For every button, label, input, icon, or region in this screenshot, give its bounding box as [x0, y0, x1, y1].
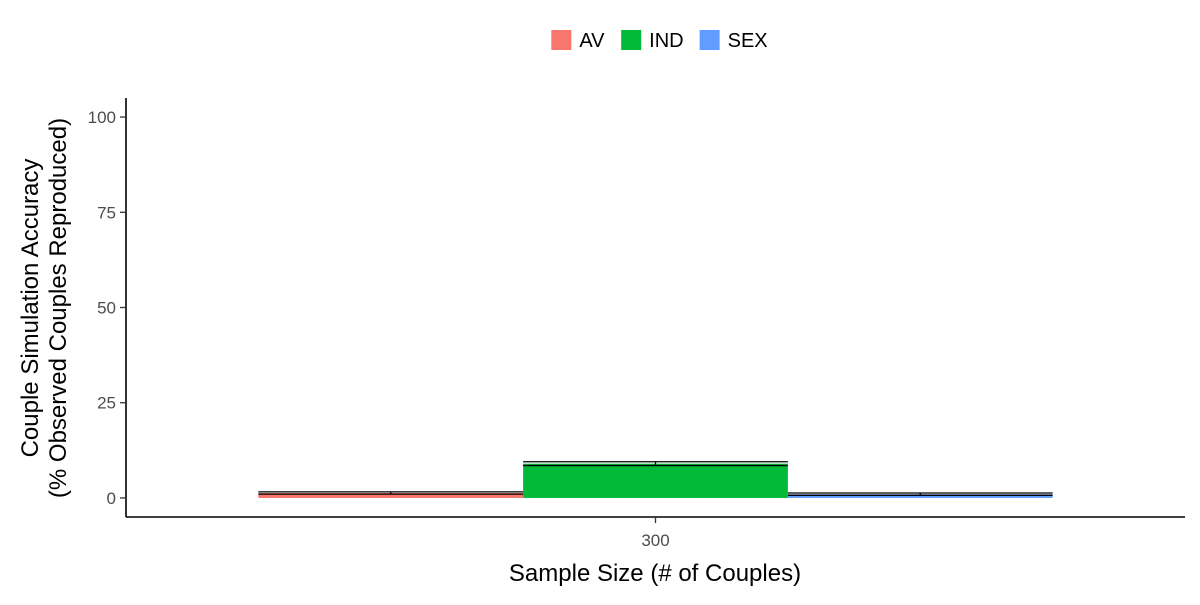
legend-label-sex: SEX: [728, 30, 768, 52]
y-tick-label: 25: [97, 394, 116, 413]
x-tick-label: 300: [641, 531, 669, 550]
legend-key-ind: [621, 30, 642, 50]
errorbars-layer: [258, 461, 1053, 496]
bar-sex: [787, 494, 1053, 498]
y-axis-title-line-1: Couple Simulation Accuracy: [17, 159, 44, 458]
y-axis: 0 25 50 75 100: [88, 98, 127, 517]
bar-ind: [523, 463, 788, 498]
bars-layer: [258, 463, 1053, 498]
x-axis: 300: [126, 516, 1185, 550]
legend-key-av: [551, 30, 572, 50]
y-tick-label: 50: [97, 299, 116, 318]
y-axis-title-line-2: (% Observed Couples Reproduced): [45, 118, 72, 498]
bar-av: [258, 493, 524, 498]
legend-key-sex: [699, 30, 720, 50]
legend-label-ind: IND: [649, 30, 683, 52]
legend: AV IND SEX: [551, 30, 768, 52]
legend-label-av: AV: [579, 30, 605, 52]
y-tick-label: 75: [97, 203, 116, 222]
y-tick-label: 0: [107, 489, 116, 508]
y-tick-label: 100: [88, 108, 116, 127]
x-axis-title: Sample Size (# of Couples): [509, 560, 801, 587]
